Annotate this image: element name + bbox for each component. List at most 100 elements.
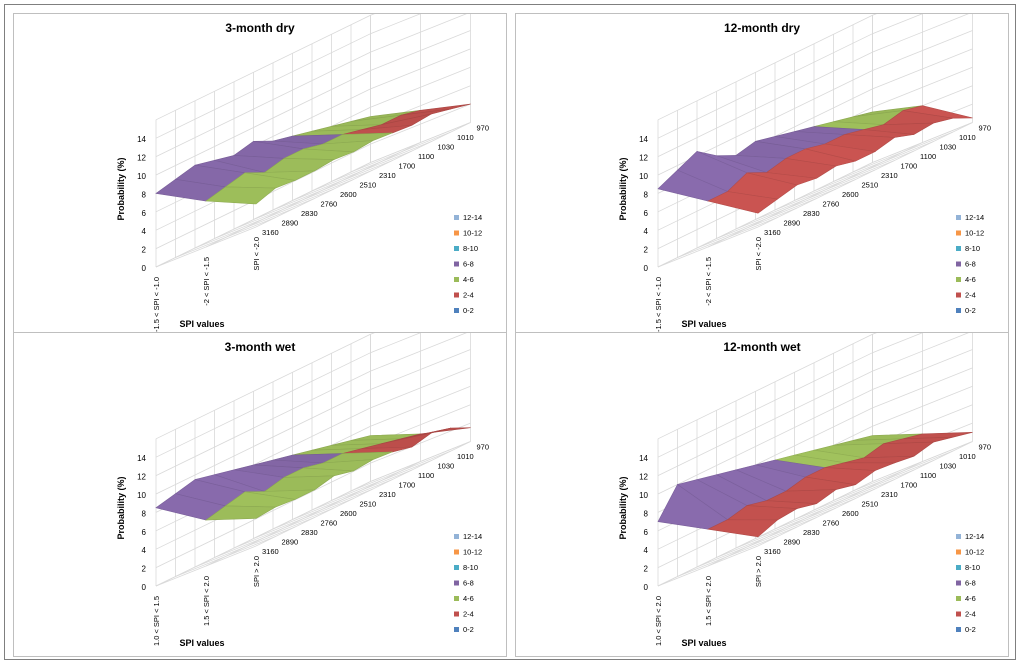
depth-tick-label: 1700 — [901, 162, 918, 171]
category-axis: -1.5 < SPI < -1.0 -2 < SPI < -1.5 SPI < -2… — [152, 237, 261, 332]
z-tick-label: 6 — [644, 528, 649, 537]
category-tick-label: -1.5 < SPI < -1.0 — [654, 277, 663, 332]
depth-tick-label: 2310 — [379, 171, 396, 180]
legend-label: 10-12 — [965, 229, 984, 238]
depth-tick-label: 2890 — [282, 538, 299, 547]
depth-tick-label: 2760 — [823, 200, 840, 209]
chart-3-month-wet: 3-month wet 0 2 4 6 8 10 12 14 Probability (%) 1.0… — [116, 333, 489, 648]
legend-swatch — [454, 565, 459, 570]
z-tick-label: 14 — [639, 135, 648, 144]
depth-tick-label: 2830 — [301, 209, 318, 218]
depth-tick-label: 970 — [979, 124, 992, 133]
depth-tick-label: 1030 — [438, 462, 455, 471]
category-axis: 1.0 < SPI < 2.0 1.5 < SPI < 2.0 SPI > 2.0 S… — [654, 556, 763, 648]
chart-panel-12-month-dry: 12-month dry 0 2 4 6 8 10 12 14 Probability (%) -1… — [515, 13, 1009, 338]
legend-label: 12-14 — [965, 213, 984, 222]
z-tick-label: 14 — [137, 454, 146, 463]
z-tick-label: 0 — [644, 583, 649, 592]
depth-tick-label: 2760 — [823, 519, 840, 528]
legend-label: 0-2 — [463, 306, 474, 315]
depth-tick-label: 970 — [477, 443, 490, 452]
z-tick-label: 12 — [639, 154, 648, 163]
surface-cell — [205, 505, 277, 521]
depth-tick-label: 2510 — [862, 500, 879, 509]
legend-swatch — [956, 308, 961, 313]
z-tick-label: 12 — [639, 473, 648, 482]
figure-frame: 3-month dry 0 2 4 6 8 10 12 14 Probability (%) -1.… — [4, 4, 1016, 660]
depth-tick-label: 1030 — [940, 143, 957, 152]
depth-tick-label: 1010 — [959, 452, 976, 461]
z-tick-label: 2 — [644, 565, 649, 574]
chart-panel-3-month-wet: 3-month wet 0 2 4 6 8 10 12 14 Probability (%) 1.0… — [13, 332, 507, 657]
z-tick-label: 6 — [142, 209, 147, 218]
category-axis: 1.0 < SPI < 1.5 1.5 < SPI < 2.0 SPI > 2.0 S… — [152, 556, 261, 648]
depth-tick-label: 2310 — [379, 490, 396, 499]
z-tick-label: 4 — [142, 227, 147, 236]
depth-tick-label: 2890 — [784, 538, 801, 547]
legend-label: 4-6 — [463, 594, 474, 603]
depth-tick-label: 2890 — [282, 219, 299, 228]
chart-title: 3-month wet — [225, 340, 296, 354]
legend-swatch — [956, 565, 961, 570]
depth-tick-label: 1100 — [920, 471, 936, 480]
legend-label: 12-14 — [463, 532, 482, 541]
depth-tick-label: 1700 — [399, 162, 416, 171]
z-axis-label: Probability (%) — [116, 476, 126, 539]
chart-3-month-dry: 3-month dry 0 2 4 6 8 10 12 14 Probability (%) -1.… — [116, 14, 489, 332]
legend-label: 6-8 — [965, 579, 976, 588]
category-axis: -1.5 < SPI < -1.0 -2 < SPI < -1.5 SPI < -2… — [654, 237, 763, 332]
legend-swatch — [956, 534, 961, 539]
z-tick-label: 0 — [644, 264, 649, 273]
category-tick-label: -1.5 < SPI < -1.0 — [152, 277, 161, 332]
legend-swatch — [956, 246, 961, 251]
legend-swatch — [454, 230, 459, 236]
legend-label: 2-4 — [463, 291, 474, 300]
z-tick-label: 8 — [142, 190, 147, 199]
legend-label: 0-2 — [965, 306, 976, 315]
depth-tick-label: 3160 — [262, 228, 279, 237]
surface — [155, 427, 471, 521]
legend-swatch — [956, 611, 961, 617]
depth-tick-label: 2310 — [881, 490, 898, 499]
category-tick-label: -2 < SPI < -1.5 — [202, 257, 211, 306]
legend-label: 0-2 — [965, 625, 976, 634]
legend-swatch — [454, 308, 459, 313]
depth-tick-label: 3160 — [262, 547, 279, 556]
legend-label: 4-6 — [463, 275, 474, 284]
z-tick-label: 2 — [142, 246, 147, 255]
legend-swatch — [454, 246, 459, 251]
surface — [657, 105, 973, 214]
chart-12-month-wet: 12-month wet 0 2 4 6 8 10 12 14 Probability (%) 1.… — [618, 333, 991, 648]
surface-cell — [707, 191, 779, 214]
legend-swatch — [956, 549, 961, 555]
depth-tick-label: 1100 — [418, 152, 434, 161]
z-tick-label: 12 — [137, 154, 146, 163]
chart-12-month-dry: 12-month dry 0 2 4 6 8 10 12 14 Probability (%) -1… — [618, 14, 991, 332]
legend-swatch — [956, 627, 961, 632]
z-axis: 0 2 4 6 8 10 12 14 Probability (%) — [618, 135, 649, 273]
depth-tick-label: 2890 — [784, 219, 801, 228]
z-tick-label: 6 — [644, 209, 649, 218]
z-tick-label: 4 — [644, 546, 649, 555]
depth-tick-label: 1010 — [959, 133, 976, 142]
depth-tick-label: 2510 — [360, 500, 377, 509]
category-tick-label: 1.5 < SPI < 2.0 — [202, 576, 211, 626]
z-axis: 0 2 4 6 8 10 12 14 Probability (%) — [618, 454, 649, 592]
legend: 12-14 10-12 8-10 6-8 4-6 2-4 0-2 — [454, 532, 482, 634]
legend-label: 12-14 — [463, 213, 482, 222]
depth-tick-label: 2760 — [321, 200, 338, 209]
legend-label: 2-4 — [965, 291, 976, 300]
legend-label: 8-10 — [965, 244, 980, 253]
legend-label: 6-8 — [965, 260, 976, 269]
legend-label: 10-12 — [965, 548, 984, 557]
legend-swatch — [956, 215, 961, 220]
depth-tick-label: 1030 — [940, 462, 957, 471]
z-tick-label: 2 — [644, 246, 649, 255]
category-tick-label: 1.5 < SPI < 2.0 — [704, 576, 713, 626]
category-tick-label: SPI < -2.0 — [252, 237, 261, 271]
category-tick-label: 1.0 < SPI < 1.5 — [152, 596, 161, 646]
